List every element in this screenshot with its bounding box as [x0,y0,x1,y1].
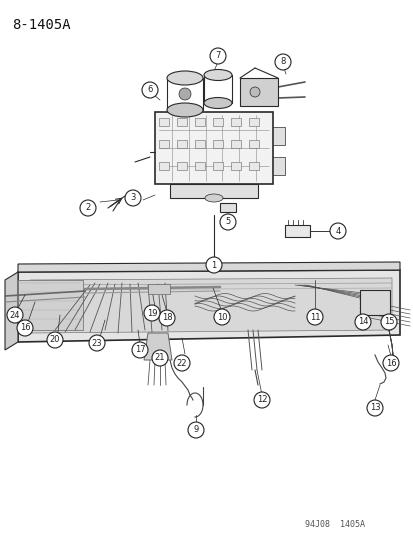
Bar [159,118,169,126]
Text: 23: 23 [91,338,102,348]
Circle shape [380,314,396,330]
Ellipse shape [166,103,202,117]
Text: 10: 10 [216,312,227,321]
Ellipse shape [204,98,231,109]
Circle shape [249,87,259,97]
Circle shape [152,350,168,366]
Text: 14: 14 [357,318,367,327]
Text: 17: 17 [134,345,145,354]
Bar [248,162,259,170]
Text: 2: 2 [85,204,90,213]
Bar [359,290,389,315]
Text: 15: 15 [383,318,393,327]
Circle shape [173,355,190,371]
Text: 22: 22 [176,359,187,367]
Text: 5: 5 [225,217,230,227]
Ellipse shape [166,71,202,85]
FancyBboxPatch shape [219,203,235,212]
Polygon shape [5,272,18,350]
Circle shape [219,214,235,230]
Text: 12: 12 [256,395,267,405]
Bar [159,162,169,170]
Circle shape [188,422,204,438]
Bar [147,284,170,294]
Circle shape [354,314,370,330]
Circle shape [47,332,63,348]
Circle shape [206,257,221,273]
Text: 8-1405A: 8-1405A [12,18,71,32]
Bar [177,162,187,170]
Circle shape [17,320,33,336]
Circle shape [306,309,322,325]
Bar [240,78,277,106]
Text: 21: 21 [154,353,165,362]
Text: 19: 19 [146,309,157,318]
Polygon shape [18,262,399,272]
Bar [170,184,257,198]
Bar [230,162,240,170]
Text: 4: 4 [335,227,340,236]
Bar [212,162,223,170]
Ellipse shape [204,69,231,80]
Bar [272,127,284,145]
Bar [195,118,204,126]
Bar [177,140,187,148]
Circle shape [89,335,105,351]
Circle shape [132,342,147,358]
Text: 6: 6 [147,85,152,94]
Text: 20: 20 [50,335,60,344]
Text: 1: 1 [211,261,216,270]
Text: 13: 13 [369,403,380,413]
Circle shape [366,400,382,416]
Circle shape [125,190,141,206]
Bar [195,162,204,170]
Bar [212,118,223,126]
Circle shape [209,48,225,64]
Polygon shape [18,270,399,342]
Polygon shape [30,278,391,333]
Circle shape [178,88,190,100]
Bar [18,280,83,330]
Polygon shape [144,333,171,360]
Bar [195,140,204,148]
Bar [154,112,272,184]
Circle shape [382,355,398,371]
Text: 16: 16 [385,359,395,367]
Text: 16: 16 [20,324,30,333]
Text: 18: 18 [161,313,172,322]
Ellipse shape [204,194,223,202]
Circle shape [159,310,175,326]
Bar [230,118,240,126]
Circle shape [254,392,269,408]
Text: 7: 7 [215,52,220,61]
Text: 3: 3 [130,193,135,203]
Text: 9: 9 [193,425,198,434]
Circle shape [80,200,96,216]
Bar [272,157,284,175]
Circle shape [7,307,23,323]
Bar [177,118,187,126]
Circle shape [329,223,345,239]
Text: 24: 24 [10,311,20,319]
Bar [248,118,259,126]
Circle shape [144,305,159,321]
FancyBboxPatch shape [284,225,309,237]
Text: 8: 8 [280,58,285,67]
Circle shape [214,309,230,325]
Bar [230,140,240,148]
Circle shape [274,54,290,70]
Bar [159,140,169,148]
Text: 94J08  1405A: 94J08 1405A [304,520,364,529]
Text: 11: 11 [309,312,320,321]
Bar [212,140,223,148]
Bar [248,140,259,148]
Circle shape [142,82,158,98]
